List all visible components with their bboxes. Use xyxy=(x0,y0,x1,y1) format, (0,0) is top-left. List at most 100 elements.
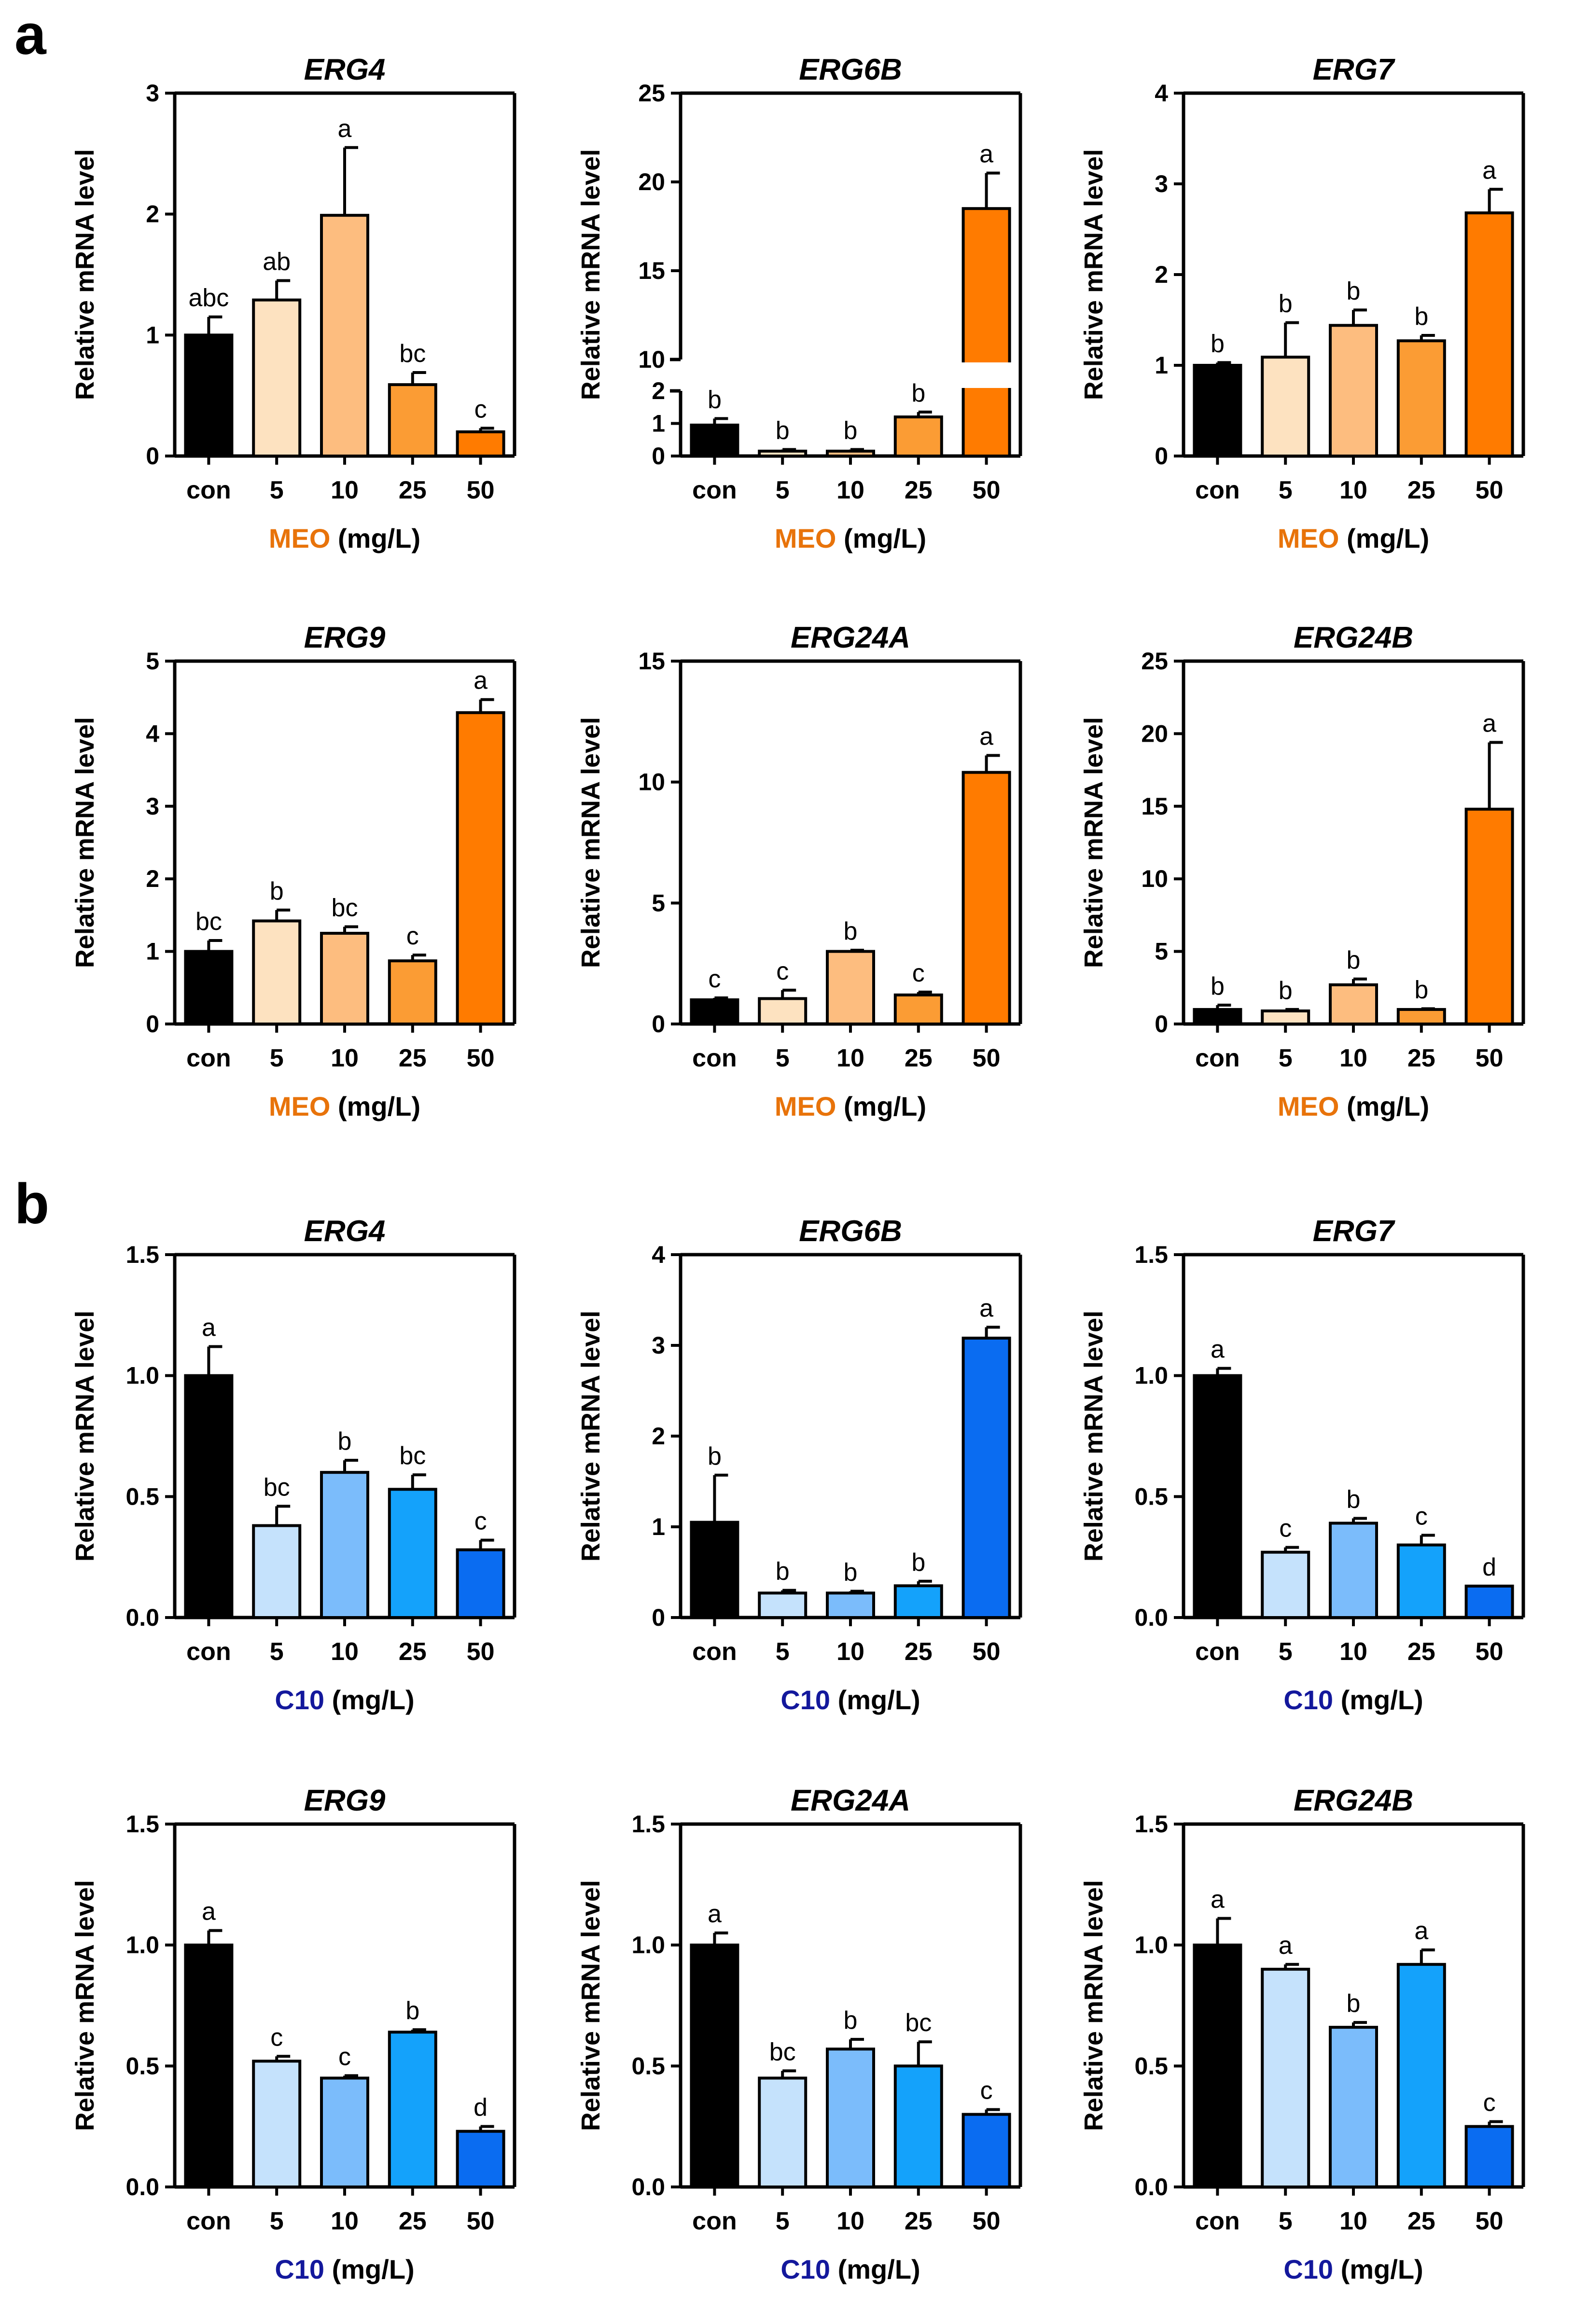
significance-letter: b xyxy=(1414,976,1428,1004)
bar-50 xyxy=(456,711,505,1026)
y-axis-label: Relative mRNA level xyxy=(70,1311,99,1562)
x-tick-label: 5 xyxy=(776,476,790,504)
unit-label: (mg/L) xyxy=(330,523,420,553)
y-tick-label: 0.5 xyxy=(1134,2052,1168,2079)
significance-letter: a xyxy=(1482,156,1496,184)
bar-10 xyxy=(320,932,369,1025)
significance-letter: c xyxy=(1415,1503,1428,1531)
y-tick-label: 10 xyxy=(638,769,665,796)
y-tick-label: 25 xyxy=(1141,648,1168,675)
significance-letter: b xyxy=(338,1427,352,1455)
significance-letter: b xyxy=(1347,1990,1361,2018)
x-axis-label: MEO (mg/L) xyxy=(775,523,926,553)
y-tick-label: 20 xyxy=(1141,720,1168,747)
y-tick-label: 1.5 xyxy=(1134,1811,1168,1838)
chart-b-erg9: ERG9 Relative mRNA level 0.0 0.5 1.0 1.5 a con c… xyxy=(70,1784,516,2284)
y-tick-label: 20 xyxy=(638,168,665,195)
unit-label: (mg/L) xyxy=(830,1685,920,1715)
significance-letter: a xyxy=(1279,1932,1293,1960)
chart-title: ERG9 xyxy=(304,1784,386,1817)
treatment-name: MEO xyxy=(269,523,331,553)
chart-title: ERG7 xyxy=(1313,53,1395,86)
x-tick-label: 10 xyxy=(836,1638,864,1666)
significance-letter: a xyxy=(979,723,993,751)
unit-label: (mg/L) xyxy=(1333,1685,1423,1715)
significance-letter: abc xyxy=(188,284,229,312)
y-tick-label: 5 xyxy=(652,889,665,916)
bar-25 xyxy=(1396,1008,1446,1025)
chart-title: ERG24B xyxy=(1294,1784,1413,1817)
chart-b-erg4: ERG4 Relative mRNA level 0.0 0.5 1.0 1.5 a con b… xyxy=(70,1215,516,1715)
x-tick-label: 5 xyxy=(1279,1044,1293,1072)
treatment-name: C10 xyxy=(275,2254,324,2284)
significance-letter: a xyxy=(202,1898,216,1926)
y-axis-label: Relative mRNA level xyxy=(1079,1311,1108,1562)
panel-label-a: a xyxy=(14,3,47,67)
significance-letter: a xyxy=(1211,1336,1225,1364)
x-tick-label: 5 xyxy=(270,1044,284,1072)
significance-letter: a xyxy=(202,1314,216,1342)
x-tick-label: 25 xyxy=(905,2207,933,2235)
x-tick-label: 50 xyxy=(467,1638,495,1666)
y-tick-label: 10 xyxy=(1141,865,1168,892)
significance-letter: b xyxy=(911,1549,925,1577)
y-tick-label: 4 xyxy=(1155,80,1168,107)
significance-letter: b xyxy=(1279,290,1293,318)
y-tick-label: 15 xyxy=(1141,793,1168,820)
treatment-name: MEO xyxy=(269,1091,331,1121)
significance-letter: b xyxy=(1211,330,1225,358)
bar-25 xyxy=(388,959,437,1025)
x-axis-label: MEO (mg/L) xyxy=(269,1091,420,1121)
x-tick-label: 50 xyxy=(1476,476,1504,504)
significance-letter: c xyxy=(406,922,419,950)
significance-letter: ab xyxy=(263,248,291,276)
bar-10 xyxy=(826,2047,875,2189)
x-tick-label: 25 xyxy=(399,476,427,504)
panel-label-b: b xyxy=(14,1172,49,1236)
significance-letter: c xyxy=(980,2077,993,2105)
y-tick-label: 5 xyxy=(146,648,159,675)
bar-50 xyxy=(1464,807,1514,1026)
y-tick-label: 1.0 xyxy=(631,1932,665,1959)
chart-a-erg24a: ERG24A Relative mRNA level 0 5 10 15 c con c 5 b 10… xyxy=(576,621,1022,1121)
y-tick-label: 10 xyxy=(638,346,665,373)
y-axis-label: Relative mRNA level xyxy=(1079,717,1108,968)
x-tick-label: 25 xyxy=(905,476,933,504)
significance-letter: a xyxy=(1482,709,1496,737)
y-tick-label: 1.5 xyxy=(125,1241,159,1268)
x-tick-label: 5 xyxy=(1279,2207,1293,2235)
treatment-name: C10 xyxy=(780,2254,830,2284)
significance-letter: c xyxy=(338,2043,351,2071)
x-tick-label: con xyxy=(186,476,231,504)
y-tick-label: 1.0 xyxy=(125,1362,159,1389)
x-tick-label: con xyxy=(692,2207,737,2235)
chart-b-erg24b: ERG24B Relative mRNA level 0.0 0.5 1.0 1.5 a co… xyxy=(1079,1784,1525,2284)
significance-letter: bc xyxy=(399,340,426,368)
chart-b-erg24a: ERG24A Relative mRNA level 0.0 0.5 1.0 1.5 a co… xyxy=(576,1784,1022,2284)
chart-title: ERG4 xyxy=(304,1215,386,1248)
y-tick-label: 1 xyxy=(652,1513,665,1540)
bar-5 xyxy=(758,997,808,1026)
x-axis-label: MEO (mg/L) xyxy=(775,1091,926,1121)
y-tick-label: 0.0 xyxy=(631,2173,665,2200)
x-tick-label: 50 xyxy=(973,1044,1001,1072)
y-axis-label: Relative mRNA level xyxy=(576,1311,605,1562)
bar-50 xyxy=(1464,211,1514,457)
y-tick-label: 3 xyxy=(652,1332,665,1359)
x-tick-label: 25 xyxy=(399,2207,427,2235)
chart-title: ERG4 xyxy=(304,53,386,86)
y-tick-label: 0 xyxy=(652,1604,665,1631)
bar-25 xyxy=(1396,1963,1446,2189)
x-tick-label: 10 xyxy=(331,2207,359,2235)
x-tick-label: 10 xyxy=(1339,2207,1367,2235)
x-tick-label: 25 xyxy=(1407,1044,1435,1072)
x-tick-label: 50 xyxy=(467,1044,495,1072)
chart-title: ERG24A xyxy=(791,1784,910,1817)
x-axis-label: C10 (mg/L) xyxy=(275,2254,414,2284)
x-tick-label: 50 xyxy=(973,2207,1001,2235)
y-tick-label: 1 xyxy=(146,938,159,965)
significance-letter: c xyxy=(474,1508,487,1536)
significance-letter: c xyxy=(474,395,487,423)
x-axis-label: MEO (mg/L) xyxy=(269,523,420,553)
bar-con xyxy=(1193,1943,1242,2189)
